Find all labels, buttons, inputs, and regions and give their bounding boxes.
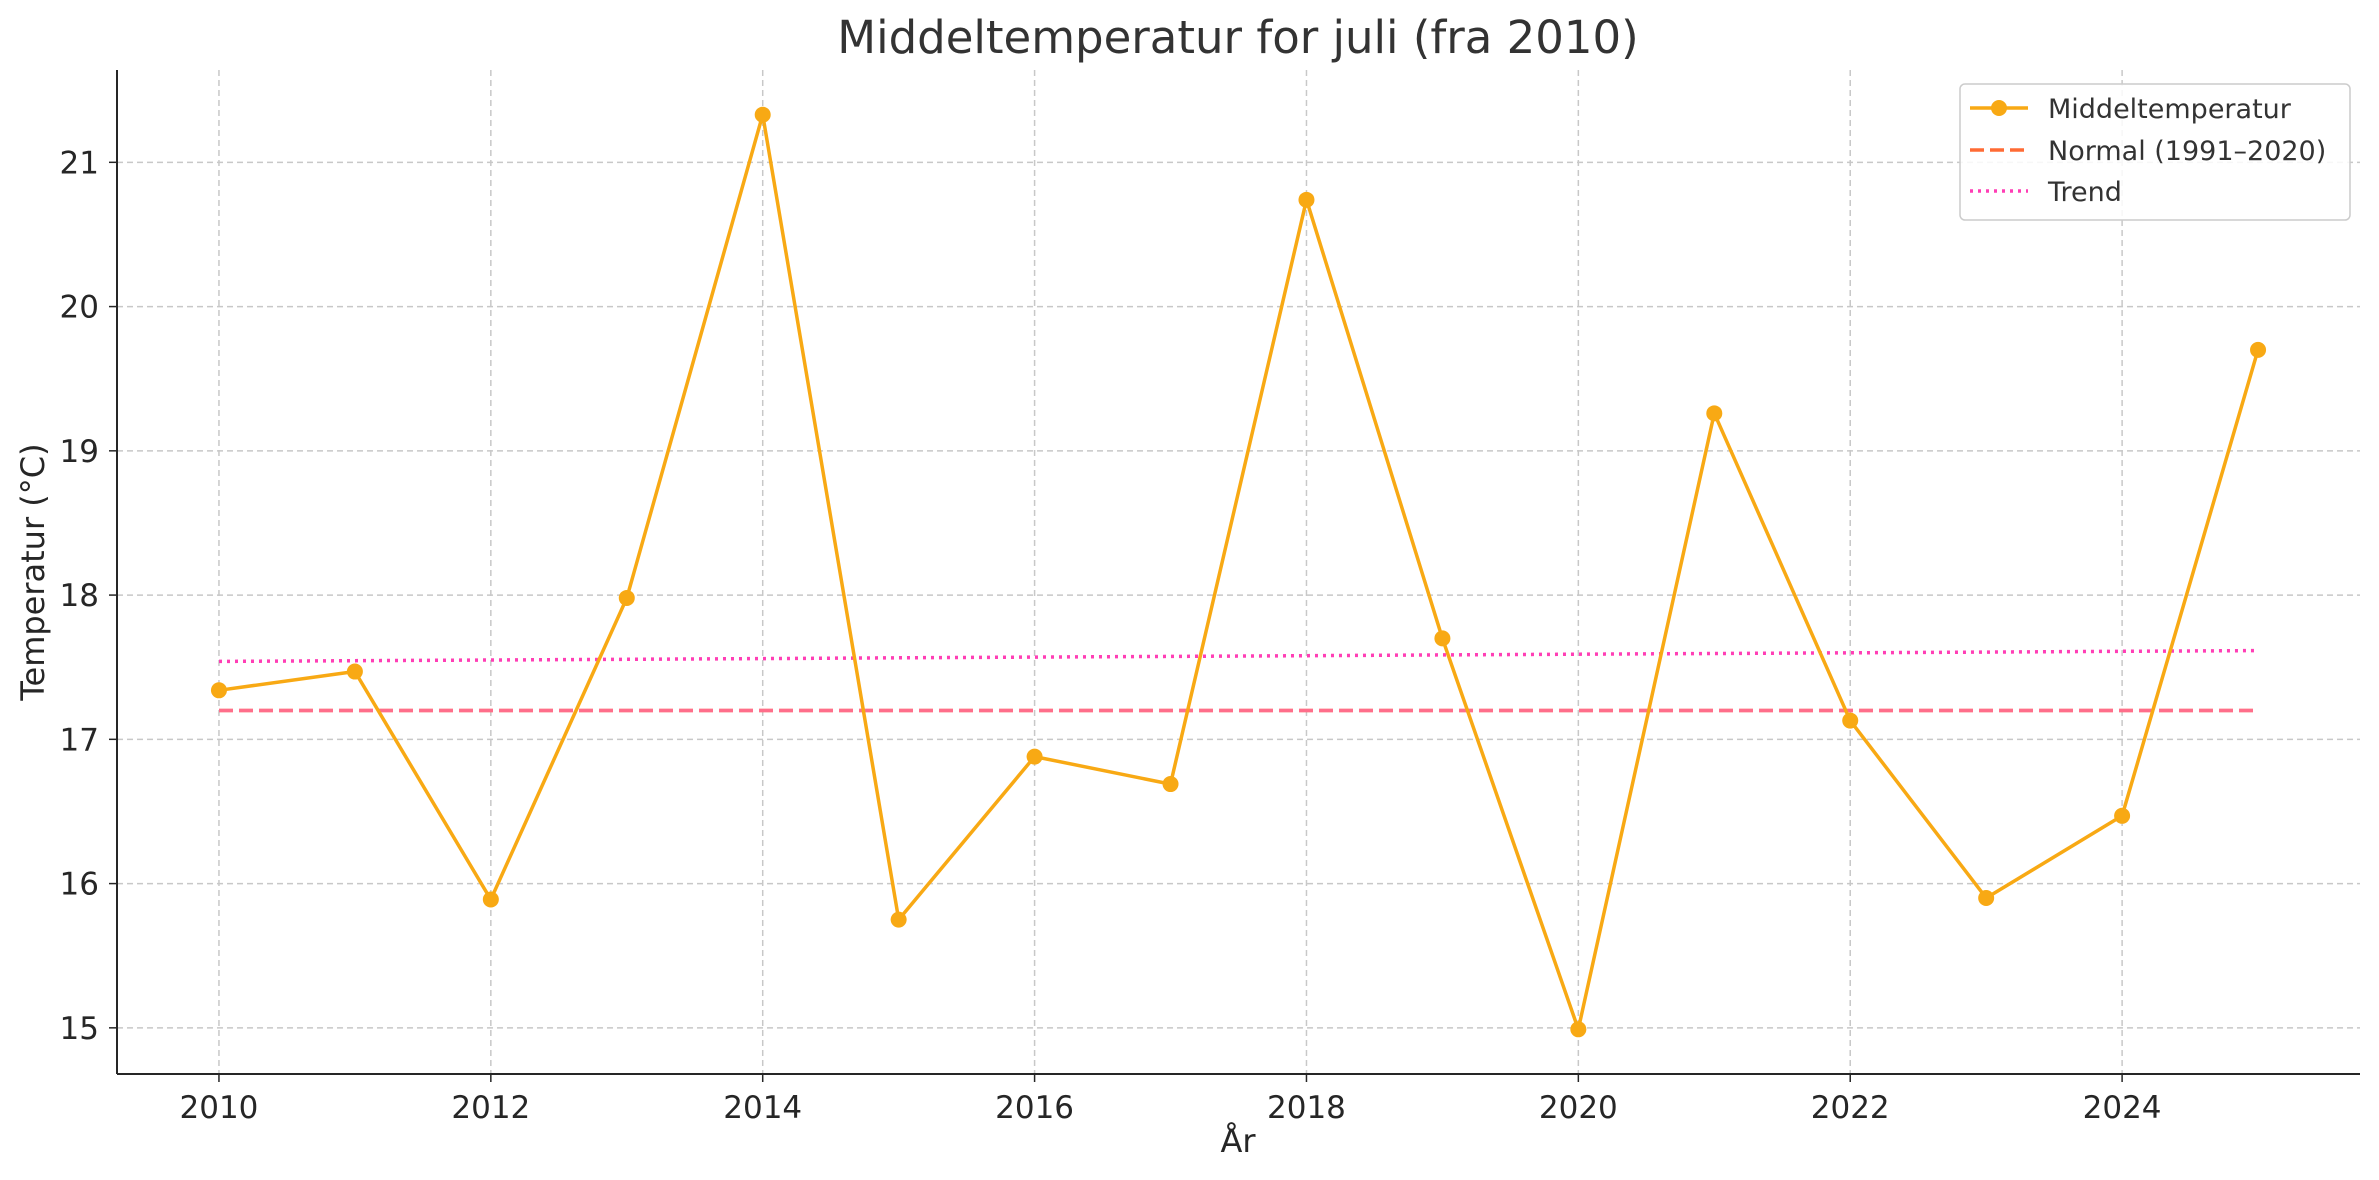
data-point-2012 (482, 891, 499, 908)
x-tick-label-2020: 2020 (1539, 1090, 1618, 1126)
y-tick-label-16: 16 (60, 867, 99, 903)
grid (117, 70, 2360, 1074)
legend-label-middeltemperatur: Middeltemperatur (2048, 94, 2292, 125)
data-point-2023 (1978, 890, 1995, 907)
x-tick-label-2016: 2016 (995, 1090, 1074, 1126)
ticks: 2010 2012 2014 2016 2018 2020 2022 2024 15 16 17 18… (60, 145, 2162, 1126)
x-tick-label-2014: 2014 (723, 1090, 802, 1126)
legend: Middeltemperatur Normal (1991–2020) Tren… (1959, 83, 2351, 221)
x-tick-label-2012: 2012 (451, 1090, 530, 1126)
y-tick-label-18: 18 (60, 578, 99, 614)
data-point-2024 (2114, 807, 2131, 824)
y-tick-label-19: 19 (60, 434, 99, 470)
legend-label-normal: Normal (1991–2020) (2048, 136, 2326, 167)
data-point-2016 (1026, 748, 1043, 765)
x-axis-label: År (1220, 1122, 1256, 1160)
x-tick-label-2022: 2022 (1811, 1090, 1890, 1126)
chart-title: Middeltemperatur for juli (fra 2010) (837, 11, 1638, 64)
legend-marker-middeltemperatur-dot (1991, 100, 2007, 116)
legend-frame (1959, 83, 2351, 221)
y-tick-label-17: 17 (60, 722, 99, 758)
y-tick-label-21: 21 (60, 145, 99, 181)
data-point-2021 (1706, 405, 1723, 422)
y-tick-label-20: 20 (60, 290, 99, 326)
x-tick-label-2010: 2010 (180, 1090, 259, 1126)
series-layer (210, 106, 2267, 1038)
x-tick-label-2024: 2024 (2083, 1090, 2162, 1126)
data-point-2025 (2250, 341, 2267, 358)
data-point-2015 (890, 911, 907, 928)
y-axis-label: Temperatur (°C) (14, 443, 52, 701)
y-tick-label-15: 15 (60, 1011, 99, 1047)
data-point-2010 (210, 682, 227, 699)
x-tick-label-2018: 2018 (1267, 1090, 1346, 1126)
data-point-2017 (1162, 776, 1179, 793)
data-point-2013 (618, 589, 635, 606)
data-point-2022 (1842, 712, 1859, 729)
data-point-2011 (346, 663, 363, 680)
legend-label-trend: Trend (2047, 177, 2122, 208)
data-point-2019 (1434, 630, 1451, 647)
data-point-2018 (1298, 191, 1315, 208)
data-point-2014 (754, 106, 771, 123)
data-point-2020 (1570, 1021, 1587, 1038)
series-line-middeltemperatur (218, 112, 2260, 1032)
